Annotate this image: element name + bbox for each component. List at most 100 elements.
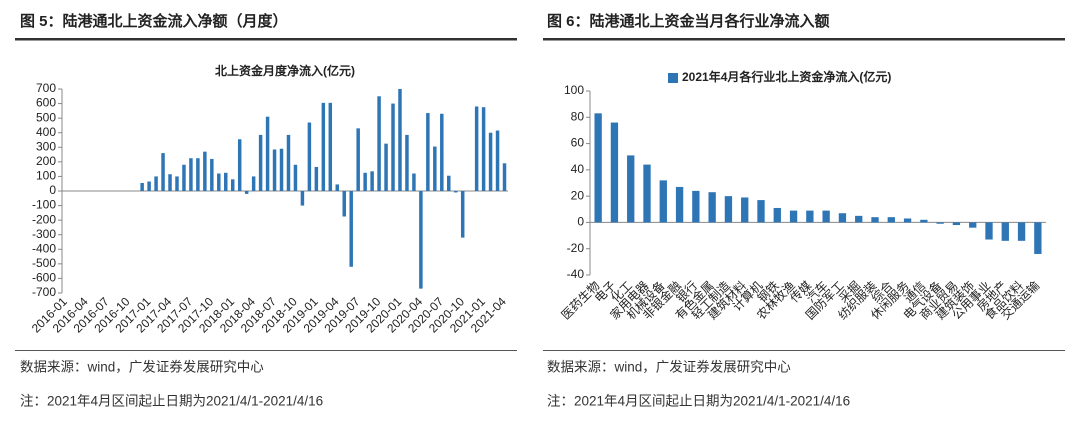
y-tick-label: 700: [36, 81, 56, 95]
bar: [237, 139, 242, 191]
bar: [627, 155, 635, 223]
bar: [433, 146, 437, 191]
bar: [335, 184, 340, 191]
y-tick-label: 600: [36, 96, 56, 110]
bar: [789, 210, 798, 223]
y-tick-label: 20: [571, 188, 585, 202]
y-tick-label: 300: [36, 139, 56, 153]
bar: [175, 176, 179, 191]
bar: [488, 132, 493, 191]
bar: [405, 134, 409, 191]
bar: [377, 96, 381, 191]
note: 注：2021年4月区间起止日期为2021/4/1-2021/4/16: [547, 394, 850, 409]
y-tick-label: 40: [571, 162, 585, 176]
y-tick-label: 0: [49, 183, 56, 197]
chart: 北上资金月度净流入(亿元) -700-600-500-400-300-200-10…: [29, 63, 509, 335]
bar: [398, 89, 402, 191]
legend-swatch: [668, 73, 678, 83]
bar: [210, 158, 214, 191]
y-tick-label: 200: [36, 154, 56, 168]
bar: [244, 191, 249, 194]
bar: [952, 222, 961, 226]
bar: [251, 176, 256, 191]
y-tick-label: -20: [567, 241, 585, 255]
y-tick-label: -400: [32, 241, 56, 255]
bar: [871, 217, 879, 223]
bar: [1034, 222, 1042, 254]
bar: [182, 164, 186, 191]
bar: [1001, 222, 1009, 241]
y-tick-label: 80: [571, 109, 585, 123]
bar: [349, 191, 353, 267]
bar: [495, 130, 500, 191]
bar: [855, 215, 863, 223]
bar: [279, 148, 284, 191]
bar: [307, 122, 312, 191]
bar: [168, 174, 172, 191]
bar: [708, 192, 716, 223]
bar: [230, 179, 235, 191]
bar: [481, 107, 486, 191]
bar: [474, 106, 479, 191]
bar: [342, 191, 346, 217]
bar: [806, 210, 814, 223]
bar: [936, 222, 944, 224]
figure-heading: 图 6：陆港通北上资金当月各行业净流入额: [547, 12, 830, 30]
bar: [838, 213, 847, 223]
bar: [224, 172, 228, 191]
bar: [419, 191, 423, 289]
bar: [659, 180, 667, 223]
bar: [293, 164, 298, 191]
bar: [196, 158, 200, 191]
bar: [154, 176, 158, 191]
bar: [440, 113, 444, 191]
y-tick-label: 400: [36, 125, 56, 139]
bar: [447, 175, 451, 191]
bar: [426, 113, 430, 191]
bar: [189, 158, 193, 191]
bar: [286, 134, 291, 191]
rule: [15, 350, 517, 351]
bar: [594, 113, 602, 223]
bar: [217, 173, 221, 191]
bar: [203, 151, 207, 191]
bar: [356, 128, 360, 191]
y-tick-label: -200: [32, 212, 56, 226]
y-tick-label: 0: [577, 215, 584, 229]
bar: [384, 143, 388, 191]
bar: [147, 181, 151, 191]
y-tick-label: -300: [32, 227, 56, 241]
bar: [822, 210, 830, 223]
chart-title: 北上资金月度净流入(亿元): [215, 63, 355, 78]
legend-label: 2021年4月各行业北上资金净流入(亿元): [682, 69, 891, 84]
bar: [741, 197, 749, 223]
source: 数据来源：wind，广发证券发展研究中心: [547, 360, 791, 375]
bar: [391, 103, 395, 191]
bar: [453, 191, 458, 193]
y-tick-label: -40: [567, 267, 585, 281]
bar: [969, 222, 977, 228]
rule: [543, 350, 1065, 351]
bar: [258, 134, 263, 191]
bar: [643, 164, 651, 223]
bar: [903, 218, 912, 223]
bar: [314, 166, 319, 191]
bar: [887, 217, 895, 223]
bar: [370, 171, 374, 191]
rule: [15, 38, 517, 41]
bar: [272, 149, 277, 191]
y-tick-label: -100: [32, 198, 56, 212]
y-tick-label: 100: [36, 169, 56, 183]
bar: [675, 186, 684, 223]
y-tick-label: -600: [32, 271, 56, 285]
rule: [543, 38, 1065, 41]
bar: [692, 190, 700, 223]
bar: [724, 196, 733, 223]
figure-heading: 图 5：陆港通北上资金流入净额（月度）: [20, 12, 288, 30]
bar: [300, 191, 305, 206]
y-tick-label: 100: [564, 83, 584, 97]
bar: [757, 200, 765, 223]
bar: [328, 102, 333, 191]
bar: [773, 207, 781, 223]
